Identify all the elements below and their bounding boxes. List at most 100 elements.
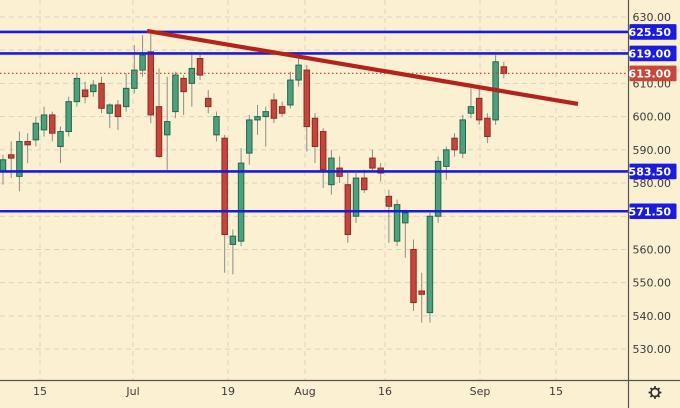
candle-body xyxy=(205,97,212,108)
candle-body xyxy=(319,131,327,171)
candle-body xyxy=(32,122,40,141)
candle-body xyxy=(434,160,442,217)
candle-body xyxy=(402,212,409,224)
candle-body xyxy=(122,87,130,108)
x-tick-label: Sep xyxy=(470,385,491,398)
level-price-label xyxy=(629,203,677,220)
candle-body xyxy=(106,104,113,114)
candle-body xyxy=(229,235,237,245)
candle-body xyxy=(459,119,467,154)
candle-body xyxy=(443,149,450,167)
gear-icon[interactable] xyxy=(650,387,660,398)
candle-body xyxy=(213,116,220,136)
y-tick-label: 600.00 xyxy=(633,111,672,124)
y-tick-label: 630.00 xyxy=(633,11,672,24)
candle-body xyxy=(393,204,401,242)
candle-body xyxy=(500,66,508,74)
gear-tooth xyxy=(657,387,661,391)
candle-body xyxy=(369,157,376,169)
candles-series xyxy=(0,31,508,323)
candle-body xyxy=(81,89,89,98)
candle-body xyxy=(196,57,204,76)
candle-body xyxy=(90,84,97,93)
candle-body xyxy=(65,101,72,133)
price-axis-labels: 630.00610.00600.00590.00580.00560.00550.… xyxy=(629,11,677,356)
candle-body xyxy=(352,177,360,217)
candle-body xyxy=(360,177,368,191)
candle-body xyxy=(139,54,146,71)
x-tick-label: 15 xyxy=(549,385,563,398)
candle-body xyxy=(237,162,245,242)
settings-gear-icon[interactable] xyxy=(648,386,662,399)
y-tick-label: 530.00 xyxy=(633,343,672,356)
trend-line[interactable] xyxy=(146,28,579,107)
price-label-text: 613.00 xyxy=(629,67,672,80)
trend-line-group xyxy=(146,28,579,107)
candle-body xyxy=(246,119,253,154)
candle-body xyxy=(221,137,228,236)
candle-body xyxy=(295,64,302,81)
level-price-label xyxy=(629,163,677,180)
price-label-text: 619.00 xyxy=(629,47,672,60)
y-tick-label: 560.00 xyxy=(633,243,672,256)
y-tick-label: 540.00 xyxy=(633,310,672,323)
candle-body xyxy=(155,106,163,157)
candle-body xyxy=(303,69,311,128)
candle-body xyxy=(180,77,187,93)
candle-body xyxy=(311,117,319,147)
price-label-text: 571.50 xyxy=(629,205,672,218)
candle-body xyxy=(418,290,425,295)
horizontal-level-lines xyxy=(0,30,628,213)
candle-body xyxy=(262,111,269,118)
price-label-text: 583.50 xyxy=(629,165,672,178)
time-axis[interactable] xyxy=(0,381,628,408)
candle-body xyxy=(385,195,393,207)
candle-body xyxy=(254,116,261,121)
y-tick-label: 580.00 xyxy=(633,177,672,190)
candle-body xyxy=(147,51,155,116)
candle-body xyxy=(188,67,196,84)
gear-tooth xyxy=(649,387,653,391)
candle-body xyxy=(0,159,7,172)
gear-tooth xyxy=(649,394,653,398)
x-tick-label: 16 xyxy=(378,385,392,398)
candle-body xyxy=(475,97,483,121)
candle-body xyxy=(24,141,31,146)
x-tick-label: Aug xyxy=(294,385,315,398)
time-axis-labels: 15 Jul 19 Aug 16 Sep 15 xyxy=(33,385,563,398)
candle-body xyxy=(287,79,294,106)
level-price-label xyxy=(629,45,677,62)
candle-body xyxy=(451,137,458,151)
level-price-label xyxy=(629,24,677,40)
candle-body xyxy=(16,141,23,177)
candle-body xyxy=(426,215,434,314)
candle-body xyxy=(40,114,48,131)
x-tick-label: Jul xyxy=(125,385,139,398)
candle-body xyxy=(49,114,56,134)
candle-body xyxy=(163,121,171,136)
candle-body xyxy=(7,154,15,159)
y-tick-label: 590.00 xyxy=(633,144,672,157)
candle-body xyxy=(57,131,64,147)
x-tick-label: 19 xyxy=(221,385,235,398)
x-tick-label: 15 xyxy=(33,385,47,398)
candle-body xyxy=(114,104,122,118)
candle-body xyxy=(73,77,81,103)
candle-body xyxy=(131,69,138,89)
candle-body xyxy=(410,248,417,304)
candle-body xyxy=(270,99,278,119)
candle-body xyxy=(278,106,286,114)
candle-body xyxy=(484,117,491,138)
price-axis[interactable] xyxy=(629,0,680,380)
gear-tooth xyxy=(657,394,661,398)
y-tick-label: 550.00 xyxy=(633,277,672,290)
candle-body xyxy=(172,74,179,113)
last-price-label xyxy=(629,65,677,82)
candle-body xyxy=(98,82,105,109)
candle-body xyxy=(344,184,352,236)
candle-body xyxy=(467,106,475,114)
gridlines xyxy=(0,0,628,380)
